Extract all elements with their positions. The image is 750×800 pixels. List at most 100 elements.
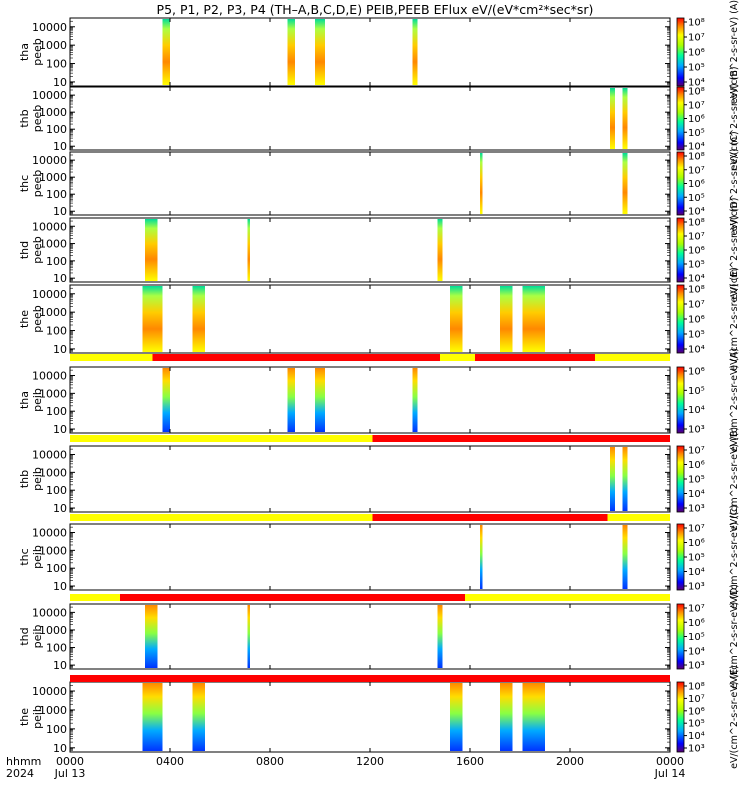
x-tick-label: 0000 bbox=[656, 755, 684, 768]
colorbar-tick-label: 10⁷ bbox=[688, 300, 705, 311]
data-interval bbox=[480, 153, 483, 214]
data-interval bbox=[610, 88, 615, 149]
colorbar-tick-label: 10⁷ bbox=[688, 33, 705, 44]
panel-frame bbox=[69, 217, 671, 283]
colorbar-tick-label: 10³ bbox=[688, 504, 705, 515]
mode-bar-segment bbox=[607, 514, 670, 521]
panel-label-product: peeb bbox=[31, 170, 44, 198]
colorbar-tick-label: 10⁶ bbox=[688, 246, 705, 257]
y-tick-label: 10000 bbox=[32, 449, 67, 462]
colorbar bbox=[676, 681, 685, 753]
y-tick-label: 100 bbox=[46, 255, 67, 268]
data-interval bbox=[437, 605, 443, 668]
colorbar-tick-label: 10⁵ bbox=[688, 475, 705, 486]
colorbar-tick-label: 10⁶ bbox=[688, 618, 705, 629]
colorbar bbox=[676, 284, 685, 354]
data-interval bbox=[247, 605, 250, 668]
colorbar-unit-label: eV/(cm^2-s-sr-eV) (E) bbox=[729, 267, 740, 371]
x-tick-label: 0400 bbox=[156, 755, 184, 768]
x-tick-label: 0000 bbox=[56, 755, 84, 768]
panel-label-probe: thc bbox=[18, 548, 31, 565]
colorbar-tick-label: 10⁸ bbox=[688, 87, 705, 98]
panel-label-product: peib bbox=[31, 545, 44, 569]
colorbar-tick-label: 10⁴ bbox=[688, 731, 705, 742]
mode-bar-segment bbox=[70, 354, 153, 361]
data-interval bbox=[522, 683, 545, 751]
data-interval bbox=[315, 368, 325, 432]
data-interval bbox=[192, 286, 205, 352]
colorbar-tick-label: 10⁶ bbox=[688, 179, 705, 190]
y-tick-label: 10000 bbox=[32, 220, 67, 233]
colorbar-tick-label: 10⁸ bbox=[688, 152, 705, 163]
y-tick-label: 1000 bbox=[39, 387, 67, 400]
panel-label-product: peeb bbox=[31, 105, 44, 133]
colorbar bbox=[676, 17, 685, 87]
panel-label-product: peib bbox=[31, 388, 44, 412]
colorbar-tick-label: 10⁵ bbox=[688, 632, 705, 643]
mode-bar-thb-peib bbox=[70, 514, 670, 521]
panel-label-probe: tha bbox=[18, 43, 31, 61]
colorbar bbox=[676, 603, 685, 670]
y-tick-label: 1000 bbox=[39, 624, 67, 637]
y-tick-label: 10000 bbox=[32, 527, 67, 540]
colorbar-tick-label: 10⁸ bbox=[688, 18, 705, 29]
panel-label-product: peib bbox=[31, 467, 44, 491]
y-tick-label: 10000 bbox=[32, 685, 67, 698]
y-tick-label: 10000 bbox=[32, 21, 67, 34]
data-interval bbox=[622, 447, 628, 511]
data-interval bbox=[450, 683, 463, 751]
mode-bar-segment bbox=[465, 594, 670, 601]
data-interval bbox=[450, 286, 463, 352]
mode-bar-segment bbox=[440, 354, 475, 361]
colorbar-tick-label: 10⁷ bbox=[688, 604, 705, 615]
mode-bar-segment bbox=[70, 594, 120, 601]
data-interval bbox=[480, 525, 483, 589]
mode-bar-segment bbox=[120, 594, 465, 601]
y-tick-label: 100 bbox=[46, 188, 67, 201]
y-tick-label: 100 bbox=[46, 58, 67, 71]
colorbar-tick-label: 10⁷ bbox=[688, 446, 705, 457]
data-interval bbox=[192, 683, 205, 751]
colorbar-tick-label: 10⁴ bbox=[688, 142, 705, 153]
y-tick-label: 10 bbox=[53, 343, 67, 356]
y-tick-label: 10000 bbox=[32, 154, 67, 167]
y-tick-label: 10000 bbox=[32, 606, 67, 619]
colorbar bbox=[676, 366, 685, 434]
x-tick-date-label: Jul 13 bbox=[54, 767, 86, 780]
colorbar-tick-label: 10⁵ bbox=[688, 193, 705, 204]
colorbar-tick-label: 10³ bbox=[688, 582, 705, 593]
mode-bar-segment bbox=[595, 354, 670, 361]
data-interval bbox=[142, 286, 163, 352]
y-tick-label: 10 bbox=[53, 580, 67, 593]
y-tick-label: 1000 bbox=[39, 704, 67, 717]
colorbar-tick-label: 10³ bbox=[688, 425, 705, 436]
colorbar-unit-label: eV/(cm^2-s-sr-eV) (C) bbox=[729, 505, 740, 609]
colorbar-tick-label: 10⁴ bbox=[688, 274, 705, 285]
mode-bar-segment bbox=[372, 514, 608, 521]
panel-label-probe: thc bbox=[18, 175, 31, 192]
colorbar-tick-label: 10⁸ bbox=[688, 285, 705, 296]
data-interval bbox=[622, 153, 628, 214]
colorbar-tick-label: 10⁵ bbox=[688, 128, 705, 139]
y-tick-label: 1000 bbox=[39, 39, 67, 52]
colorbar-tick-label: 10⁴ bbox=[688, 646, 705, 657]
y-tick-label: 10 bbox=[53, 76, 67, 89]
colorbar-tick-label: 10⁶ bbox=[688, 114, 705, 125]
data-interval bbox=[622, 525, 628, 589]
y-tick-label: 1000 bbox=[39, 466, 67, 479]
panel-frame bbox=[69, 17, 671, 87]
y-tick-label: 1000 bbox=[39, 238, 67, 251]
panel-label-probe: thb bbox=[18, 470, 31, 488]
data-interval bbox=[315, 19, 325, 85]
mode-bar-segment bbox=[475, 354, 595, 361]
colorbar-tick-label: 10⁵ bbox=[688, 260, 705, 271]
data-interval bbox=[247, 219, 250, 281]
y-tick-label: 1000 bbox=[39, 306, 67, 319]
